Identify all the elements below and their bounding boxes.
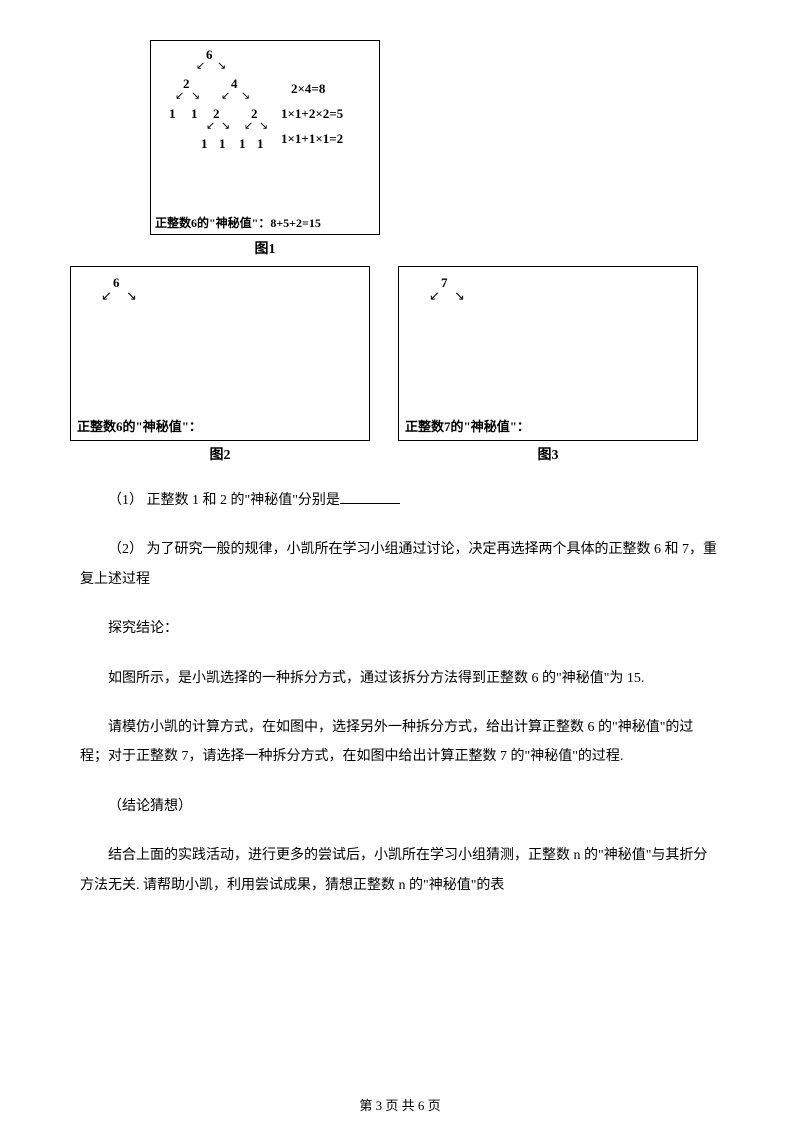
- tree-node: 4: [231, 76, 238, 92]
- blank-line: [340, 490, 400, 504]
- arrow-icon: ↙: [175, 89, 184, 102]
- question-1: （1） 正整数 1 和 2 的"神秘值"分别是: [80, 486, 720, 515]
- question-2: （2） 为了研究一般的规律，小凯所在学习小组通过讨论，决定再选择两个具体的正整数…: [80, 535, 720, 594]
- equation: 1×1+2×2=5: [281, 106, 343, 122]
- equation: 2×4=8: [291, 81, 325, 97]
- figure-row: 6 ↙ ↘ 正整数6的"神秘值"： 图2 7 ↙ ↘ 正整数7的"神秘值"： 图…: [70, 266, 720, 464]
- figure-1: 6 ↙ ↘ 2 4 ↙ ↘ ↙ ↘ 1 1 2 2 ↙ ↘ ↙ ↘ 1 1 1 …: [150, 40, 720, 258]
- figure-2-box: 6 ↙ ↘ 正整数6的"神秘值"：: [70, 266, 370, 441]
- tree-node: 6: [113, 275, 120, 291]
- arrow-icon: ↘: [221, 119, 230, 132]
- tree-node: 1: [169, 106, 176, 122]
- paragraph: 请模仿小凯的计算方式，在如图中，选择另外一种拆分方式，给出计算正整数 6 的"神…: [80, 713, 720, 772]
- q1-text: （1） 正整数 1 和 2 的"神秘值"分别是: [108, 493, 340, 508]
- body-text: （1） 正整数 1 和 2 的"神秘值"分别是 （2） 为了研究一般的规律，小凯…: [80, 486, 720, 900]
- tree-node: 1: [191, 106, 198, 122]
- arrow-icon: ↙: [206, 119, 215, 132]
- tree-node: 1: [201, 136, 208, 152]
- figure-2-caption-line: 正整数6的"神秘值"：: [77, 416, 202, 435]
- arrow-icon: ↙: [221, 89, 230, 102]
- arrow-icon: ↙: [196, 59, 205, 72]
- figure-3-box: 7 ↙ ↘ 正整数7的"神秘值"：: [398, 266, 698, 441]
- figure-1-box: 6 ↙ ↘ 2 4 ↙ ↘ ↙ ↘ 1 1 2 2 ↙ ↘ ↙ ↘ 1 1 1 …: [150, 40, 380, 235]
- page-footer: 第 3 页 共 6 页: [0, 1095, 800, 1114]
- paragraph: （结论猜想）: [80, 792, 720, 821]
- tree-node: 1: [219, 136, 226, 152]
- arrow-icon: ↘: [126, 289, 137, 302]
- figure-2: 6 ↙ ↘ 正整数6的"神秘值"： 图2: [70, 266, 370, 464]
- figure-2-label: 图2: [210, 444, 231, 464]
- figure-1-caption-line: 正整数6的"神秘值"：8+5+2=15: [155, 214, 321, 231]
- tree-node: 6: [206, 47, 213, 63]
- equation: 1×1+1×1=2: [281, 131, 343, 147]
- figure-1-label: 图1: [150, 238, 380, 258]
- arrow-icon: ↙: [244, 119, 253, 132]
- paragraph: 结合上面的实践活动，进行更多的尝试后，小凯所在学习小组猜测，正整数 n 的"神秘…: [80, 841, 720, 900]
- figure-3: 7 ↙ ↘ 正整数7的"神秘值"： 图3: [398, 266, 698, 464]
- arrow-icon: ↘: [191, 89, 200, 102]
- arrow-icon: ↙: [429, 289, 440, 302]
- arrow-icon: ↘: [259, 119, 268, 132]
- arrow-icon: ↙: [101, 289, 112, 302]
- tree-node: 1: [257, 136, 264, 152]
- arrow-icon: ↘: [454, 289, 465, 302]
- paragraph: 探究结论：: [80, 614, 720, 643]
- tree-node: 1: [239, 136, 246, 152]
- tree-node: 7: [441, 275, 448, 291]
- arrow-icon: ↘: [217, 59, 226, 72]
- paragraph: 如图所示，是小凯选择的一种拆分方式，通过该拆分方法得到正整数 6 的"神秘值"为…: [80, 664, 720, 693]
- figure-3-label: 图3: [538, 444, 559, 464]
- figure-3-caption-line: 正整数7的"神秘值"：: [405, 416, 530, 435]
- arrow-icon: ↘: [241, 89, 250, 102]
